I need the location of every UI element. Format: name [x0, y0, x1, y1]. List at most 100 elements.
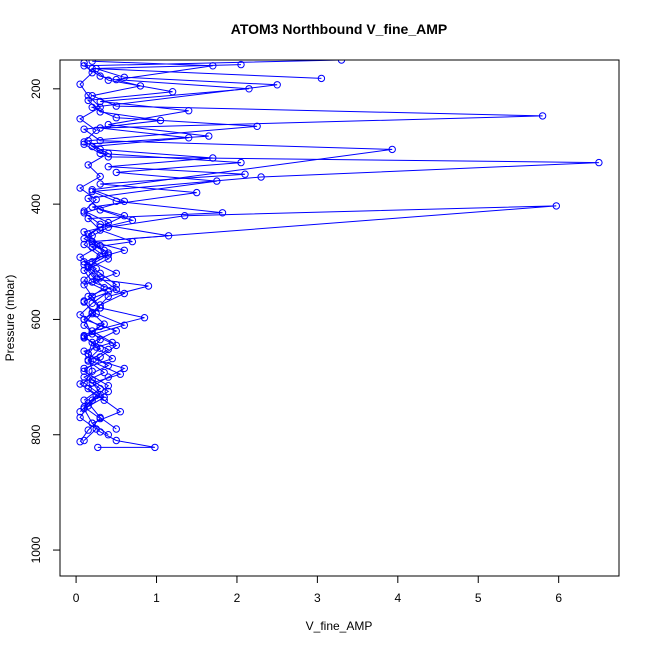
data-point: [388, 145, 396, 154]
data-point: [88, 239, 96, 248]
data-point: [80, 60, 88, 67]
data-point: [218, 209, 227, 217]
data-point: [84, 357, 92, 365]
data-point: [96, 172, 104, 181]
series-line: [79, 205, 557, 448]
data-point: [96, 322, 104, 331]
data-point: [80, 297, 88, 305]
data-point: [76, 311, 84, 319]
data-point: [595, 158, 603, 167]
data-point: [104, 149, 113, 158]
data-point: [104, 431, 113, 439]
x-tick-label: 1: [153, 591, 160, 605]
data-point: [96, 103, 104, 112]
data-point: [96, 274, 104, 282]
data-point: [237, 60, 245, 69]
data-point: [80, 207, 88, 215]
series-3: [80, 60, 396, 439]
data-point: [209, 62, 217, 70]
data-point: [257, 173, 265, 181]
data-point: [100, 284, 108, 292]
data-point: [104, 361, 113, 370]
data-point: [80, 138, 88, 146]
data-point: [538, 112, 547, 120]
data-point: [104, 251, 113, 259]
data-point: [144, 282, 153, 290]
data-point: [84, 96, 92, 105]
data-point: [76, 184, 84, 192]
data-point: [92, 126, 100, 135]
data-point: [104, 292, 113, 301]
data-point: [80, 281, 88, 289]
data-point: [76, 253, 84, 261]
data-point: [88, 299, 96, 307]
data-point: [112, 269, 121, 277]
data-point: [80, 364, 88, 373]
data-point: [88, 69, 96, 77]
data-point: [92, 64, 100, 73]
data-point: [76, 438, 84, 446]
x-axis: 0 1 2 3 4 5 6: [73, 575, 562, 605]
data-point: [245, 85, 253, 93]
data-point: [92, 391, 100, 400]
y-tick-label: 600: [29, 309, 43, 329]
data-point: [317, 74, 326, 83]
data-point: [241, 170, 249, 178]
data-point: [88, 308, 96, 317]
data-point: [84, 426, 92, 434]
data-point: [120, 289, 129, 298]
data-point: [96, 149, 104, 158]
data-point: [112, 285, 121, 294]
data-point: [76, 80, 84, 88]
chart-title: ATOM3 Northbound V_fine_AMP: [231, 21, 447, 37]
y-tick-label: 200: [29, 78, 43, 98]
data-point: [104, 382, 113, 390]
data-point: [112, 436, 121, 445]
data-point: [120, 197, 129, 206]
data-point: [84, 350, 92, 358]
data-point: [84, 399, 92, 407]
data-point: [100, 320, 108, 328]
data-point: [104, 387, 113, 396]
data-point: [96, 180, 104, 188]
data-point: [237, 158, 245, 167]
data-point: [80, 261, 88, 269]
data-point: [552, 202, 560, 210]
series-4: [80, 64, 326, 404]
data-point: [104, 163, 113, 171]
data-point: [96, 414, 104, 423]
data-point: [88, 186, 96, 194]
data-point: [96, 269, 104, 277]
data-point: [84, 194, 92, 203]
y-axis: 200 400 600 800 1000: [29, 78, 61, 563]
x-tick-label: 2: [234, 591, 241, 605]
data-point: [151, 443, 159, 452]
series-line: [79, 60, 599, 413]
y-tick-label: 800: [29, 424, 43, 444]
data-point: [116, 370, 125, 378]
data-point: [88, 103, 96, 112]
data-point: [80, 403, 88, 411]
data-point: [96, 206, 104, 214]
data-point: [185, 107, 193, 115]
data-point: [80, 266, 88, 275]
data-point: [96, 145, 104, 154]
y-tick-label: 400: [29, 194, 43, 214]
data-point: [253, 122, 261, 131]
data-point: [120, 364, 129, 373]
data-point: [128, 216, 137, 225]
series-5: [80, 60, 253, 433]
data-point: [84, 384, 92, 393]
plot-area: [76, 60, 603, 452]
x-tick-label: 4: [394, 591, 401, 605]
data-point: [112, 425, 121, 433]
data-point: [84, 161, 92, 169]
data-point: [88, 60, 96, 65]
series-1: [76, 202, 560, 452]
data-point: [112, 114, 121, 122]
data-point: [108, 354, 117, 363]
data-point: [213, 177, 221, 185]
data-point: [84, 92, 92, 100]
data-point: [80, 373, 88, 381]
data-point: [76, 380, 84, 388]
